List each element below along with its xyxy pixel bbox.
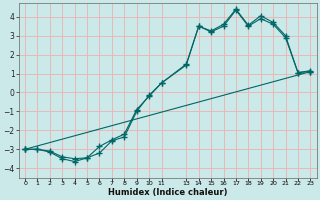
X-axis label: Humidex (Indice chaleur): Humidex (Indice chaleur) xyxy=(108,188,228,197)
